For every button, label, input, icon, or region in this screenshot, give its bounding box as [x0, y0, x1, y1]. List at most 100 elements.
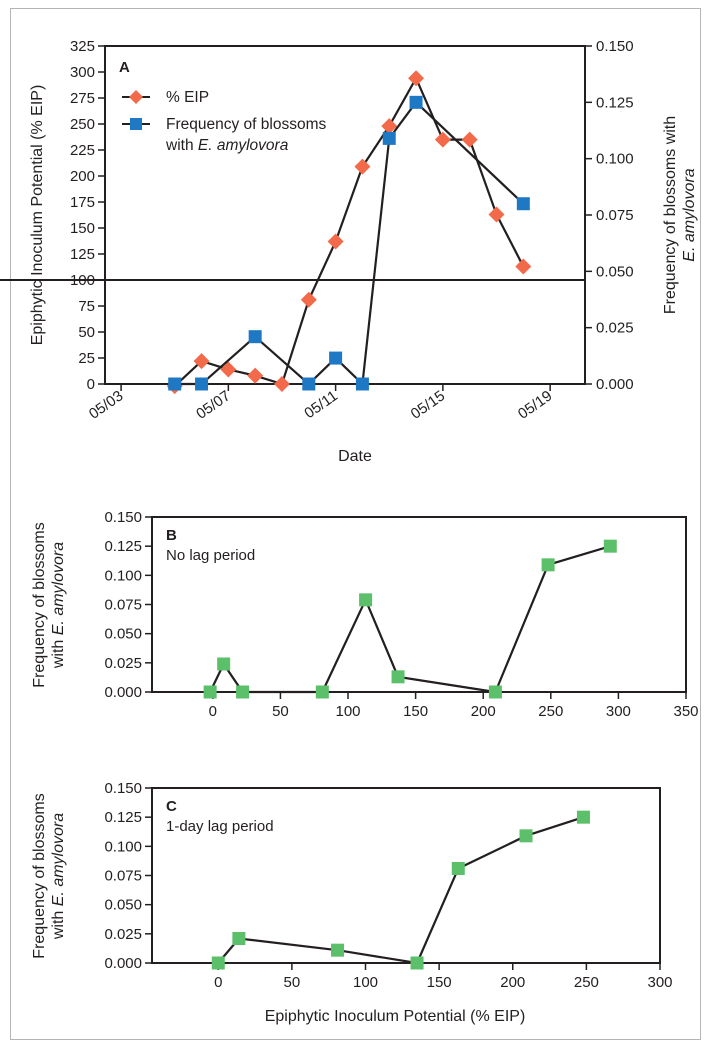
- panel-b-y-axis: 0.000 0.025 0.050 0.075 0.100 0.125 0.150: [104, 509, 152, 701]
- panel-a-y-axis-title: Epiphytic Inoculum Potential (% EIP): [29, 85, 46, 346]
- y-tick-label: 0.100: [104, 838, 142, 855]
- data-point: [211, 956, 225, 970]
- eip-point: [300, 291, 317, 308]
- x-tick-label: 200: [471, 703, 496, 720]
- y-tick-label: 0.000: [104, 955, 142, 972]
- y-tick-label: 0.075: [104, 597, 142, 614]
- data-point: [203, 685, 217, 699]
- data-point: [236, 685, 250, 699]
- y2-tick-label: 0.050: [596, 263, 634, 280]
- panel-a-x-axis-title: Date: [338, 448, 372, 465]
- y2-tick-label: 0.100: [596, 151, 634, 168]
- x-tick-label: 300: [647, 974, 672, 991]
- panel-b-letter: B: [166, 527, 177, 544]
- x-tick-label: 250: [574, 974, 599, 991]
- eip-point: [461, 131, 478, 148]
- y-tick-label: 200: [70, 168, 95, 185]
- data-point: [359, 593, 373, 607]
- y-tick-label: 150: [70, 220, 95, 237]
- panel-a-y2-axis-title-line2: E. amylovora: [681, 168, 698, 261]
- panel-c-x-axis-title: Epiphytic Inoculum Potential (% EIP): [265, 1008, 526, 1025]
- y2-tick-label: 0.150: [596, 38, 634, 55]
- panel-a-x-axis: 05/03 05/07 05/11 05/15 05/19: [86, 384, 556, 423]
- panel-c-x-axis: 0 50 100 150 200 250 300: [214, 963, 673, 991]
- x-tick-label: 50: [284, 974, 301, 991]
- panel-c-series: [211, 810, 590, 970]
- legend-frequency-marker: [130, 118, 142, 130]
- data-point: [451, 862, 465, 875]
- legend: % EIP Frequency of blossoms with E. amyl…: [122, 89, 326, 154]
- y-tick-label: 175: [70, 194, 95, 211]
- panel-b-note: No lag period: [166, 547, 255, 564]
- x-tick-label: 150: [403, 703, 428, 720]
- data-point: [488, 685, 502, 699]
- x-tick-label: 0: [214, 974, 222, 991]
- y-tick-label: 300: [70, 64, 95, 81]
- panel-c-y-axis-title-line2: with E. amylovora: [50, 813, 67, 940]
- frequency-point: [516, 197, 530, 211]
- panel-b: B No lag period 0.000 0.025 0.050 0.075 0.10…: [31, 509, 699, 720]
- y-tick-label: 25: [78, 350, 95, 367]
- data-point: [576, 810, 590, 824]
- x-tick-label: 350: [673, 703, 698, 720]
- legend-item-eip: % EIP: [122, 89, 209, 106]
- eip-point: [515, 258, 532, 275]
- y-tick-label: 0.050: [104, 897, 142, 914]
- y-tick-label: 250: [70, 116, 95, 133]
- eip-point: [434, 131, 451, 148]
- data-point: [315, 685, 329, 699]
- panel-b-y-axis-title-line1: Frequency of blossoms: [31, 522, 48, 687]
- data-point: [541, 558, 555, 572]
- legend-frequency-label-line2: with E. amylovora: [165, 137, 289, 154]
- x-tick-label: 05/07: [193, 387, 234, 422]
- frequency-point: [248, 330, 262, 344]
- panel-b-y-axis-title-line2: with E. amylovora: [50, 542, 67, 669]
- y-tick-label: 125: [70, 246, 95, 263]
- panel-c-y-axis-title-line1: Frequency of blossoms: [31, 793, 48, 958]
- legend-eip-label: % EIP: [166, 89, 209, 106]
- x-tick-label: 05/15: [408, 387, 449, 422]
- x-tick-label: 05/19: [515, 387, 556, 422]
- eip-point: [247, 367, 264, 384]
- y-tick-label: 0: [87, 376, 95, 393]
- y-tick-label: 75: [78, 298, 95, 315]
- y-tick-label: 0.025: [104, 655, 142, 672]
- eip-point: [273, 376, 290, 392]
- y-tick-label: 0.050: [104, 626, 142, 643]
- x-tick-label: 100: [353, 974, 378, 991]
- y-tick-label: 0.075: [104, 868, 142, 885]
- x-tick-label: 250: [538, 703, 563, 720]
- data-point: [391, 670, 405, 684]
- panel-c-y-axis: 0.000 0.025 0.050 0.075 0.100 0.125 0.150: [104, 780, 152, 972]
- panel-a-right-axis: 0.000 0.025 0.050 0.075 0.100 0.125 0.150: [585, 38, 634, 393]
- panel-a-y2-axis-title-line1: Frequency of blossoms with: [662, 116, 679, 314]
- panel-b-x-axis: 0 50 100 150 200 250 300 350: [209, 692, 699, 720]
- panel-a: A 0255075100125150175200225250275300325 …: [0, 38, 698, 465]
- y-tick-label: 325: [70, 38, 95, 55]
- eip-point: [381, 118, 398, 135]
- panel-a-letter: A: [119, 59, 130, 76]
- frequency-point: [329, 351, 343, 365]
- frequency-point: [195, 377, 209, 391]
- y-tick-label: 50: [78, 324, 95, 341]
- data-point: [519, 829, 533, 843]
- frequency-point: [302, 377, 316, 391]
- data-point: [410, 956, 424, 970]
- legend-frequency-label-line1: Frequency of blossoms: [166, 116, 326, 133]
- x-tick-label: 100: [336, 703, 361, 720]
- y-tick-label: 0.150: [104, 780, 142, 797]
- y-tick-label: 0.125: [104, 538, 142, 555]
- x-tick-label: 200: [500, 974, 525, 991]
- x-tick-label: 300: [606, 703, 631, 720]
- y-tick-label: 0.150: [104, 509, 142, 526]
- eip-point: [488, 206, 505, 223]
- legend-eip-marker: [129, 90, 143, 104]
- frequency-point: [355, 377, 369, 391]
- eip-point: [193, 353, 210, 370]
- panel-c-letter: C: [166, 798, 177, 815]
- frequency-point: [382, 131, 396, 145]
- frequency-point: [409, 95, 423, 109]
- panel-a-series: [166, 70, 532, 395]
- x-tick-label: 0: [209, 703, 217, 720]
